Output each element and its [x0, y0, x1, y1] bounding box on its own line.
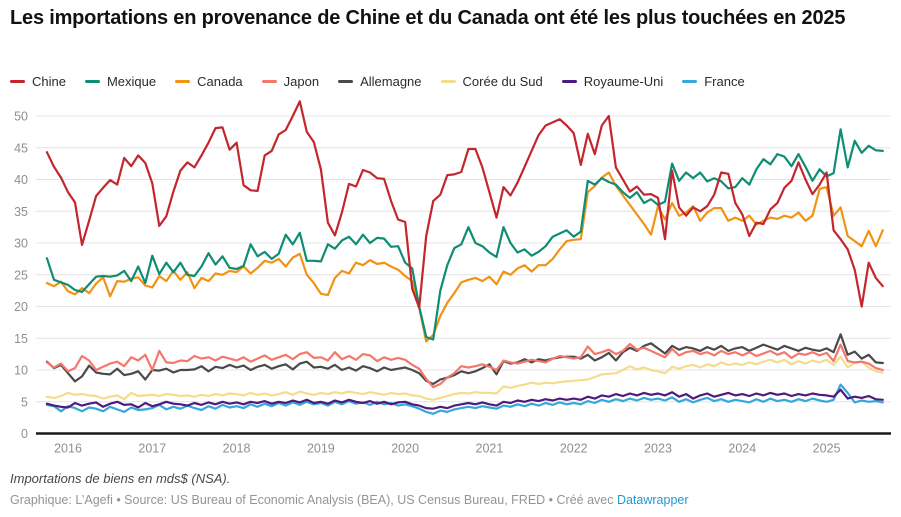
y-axis-tick-label: 15 — [14, 332, 28, 346]
y-axis-tick-label: 50 — [14, 110, 28, 124]
y-axis-tick-label: 10 — [14, 364, 28, 378]
legend-label: Corée du Sud — [462, 74, 543, 89]
legend-label: Allemagne — [360, 74, 422, 89]
x-axis-tick-label: 2018 — [223, 442, 251, 456]
x-axis-tick-label: 2024 — [728, 442, 756, 456]
x-axis-tick-label: 2022 — [560, 442, 588, 456]
legend-item-coree-du-sud: Corée du Sud — [440, 74, 543, 89]
byline-text: Graphique: L’Agefi • Source: US Bureau o… — [10, 493, 617, 507]
chart-subtitle-note: Importations de biens en mds$ (NSA). — [10, 471, 231, 486]
legend-item-japon: Japon — [261, 74, 320, 89]
y-axis-tick-label: 45 — [14, 141, 28, 155]
legend-swatch-icon — [440, 80, 456, 83]
legend-swatch-icon — [84, 80, 100, 83]
y-axis-tick-label: 40 — [14, 173, 28, 187]
legend-swatch-icon — [682, 80, 698, 83]
chart-byline: Graphique: L’Agefi • Source: US Bureau o… — [10, 493, 689, 507]
y-axis-tick-label: 25 — [14, 268, 28, 282]
series-line-mexique — [45, 128, 884, 341]
legend-label: Canada — [197, 74, 243, 89]
x-axis-tick-label: 2021 — [476, 442, 504, 456]
series-line-chine — [45, 100, 884, 309]
chart-legend: Chine Mexique Canada Japon Allemagne Corée du… — [10, 74, 745, 89]
legend-label: France — [704, 74, 745, 89]
legend-item-france: France — [682, 74, 745, 89]
x-axis-tick-label: 2025 — [813, 442, 841, 456]
series-line-coree-du-sud — [45, 355, 884, 401]
y-axis-tick-label: 5 — [21, 395, 28, 409]
legend-item-canada: Canada — [175, 74, 243, 89]
y-axis-tick-label: 35 — [14, 205, 28, 219]
legend-label: Chine — [32, 74, 66, 89]
legend-label: Japon — [283, 74, 320, 89]
legend-swatch-icon — [175, 80, 191, 83]
legend-label: Mexique — [106, 74, 157, 89]
legend-swatch-icon — [561, 80, 577, 83]
x-axis-tick-label: 2019 — [307, 442, 335, 456]
legend-swatch-icon — [10, 80, 25, 83]
legend-label: Royaume-Uni — [583, 74, 664, 89]
datawrapper-link[interactable]: Datawrapper — [616, 493, 689, 507]
chart-title: Les importations en provenance de Chine … — [10, 7, 846, 29]
y-axis-tick-label: 0 — [21, 427, 28, 441]
series-line-allemagne — [45, 333, 884, 386]
y-axis-tick-label: 30 — [14, 237, 28, 251]
legend-item-mexique: Mexique — [84, 74, 157, 89]
legend-swatch-icon — [261, 80, 277, 83]
series-line-japon — [45, 342, 884, 389]
series-line-france — [45, 383, 884, 415]
x-axis-tick-label: 2023 — [644, 442, 672, 456]
series-line-royaume-uni — [45, 388, 884, 410]
legend-item-royaume-uni: Royaume-Uni — [561, 74, 664, 89]
y-axis-tick-label: 20 — [14, 300, 28, 314]
legend-swatch-icon — [338, 80, 354, 83]
x-axis-tick-label: 2020 — [391, 442, 419, 456]
x-axis-tick-label: 2016 — [54, 442, 82, 456]
x-axis-tick-label: 2017 — [138, 442, 166, 456]
legend-item-allemagne: Allemagne — [338, 74, 422, 89]
legend-item-chine: Chine — [10, 74, 66, 89]
